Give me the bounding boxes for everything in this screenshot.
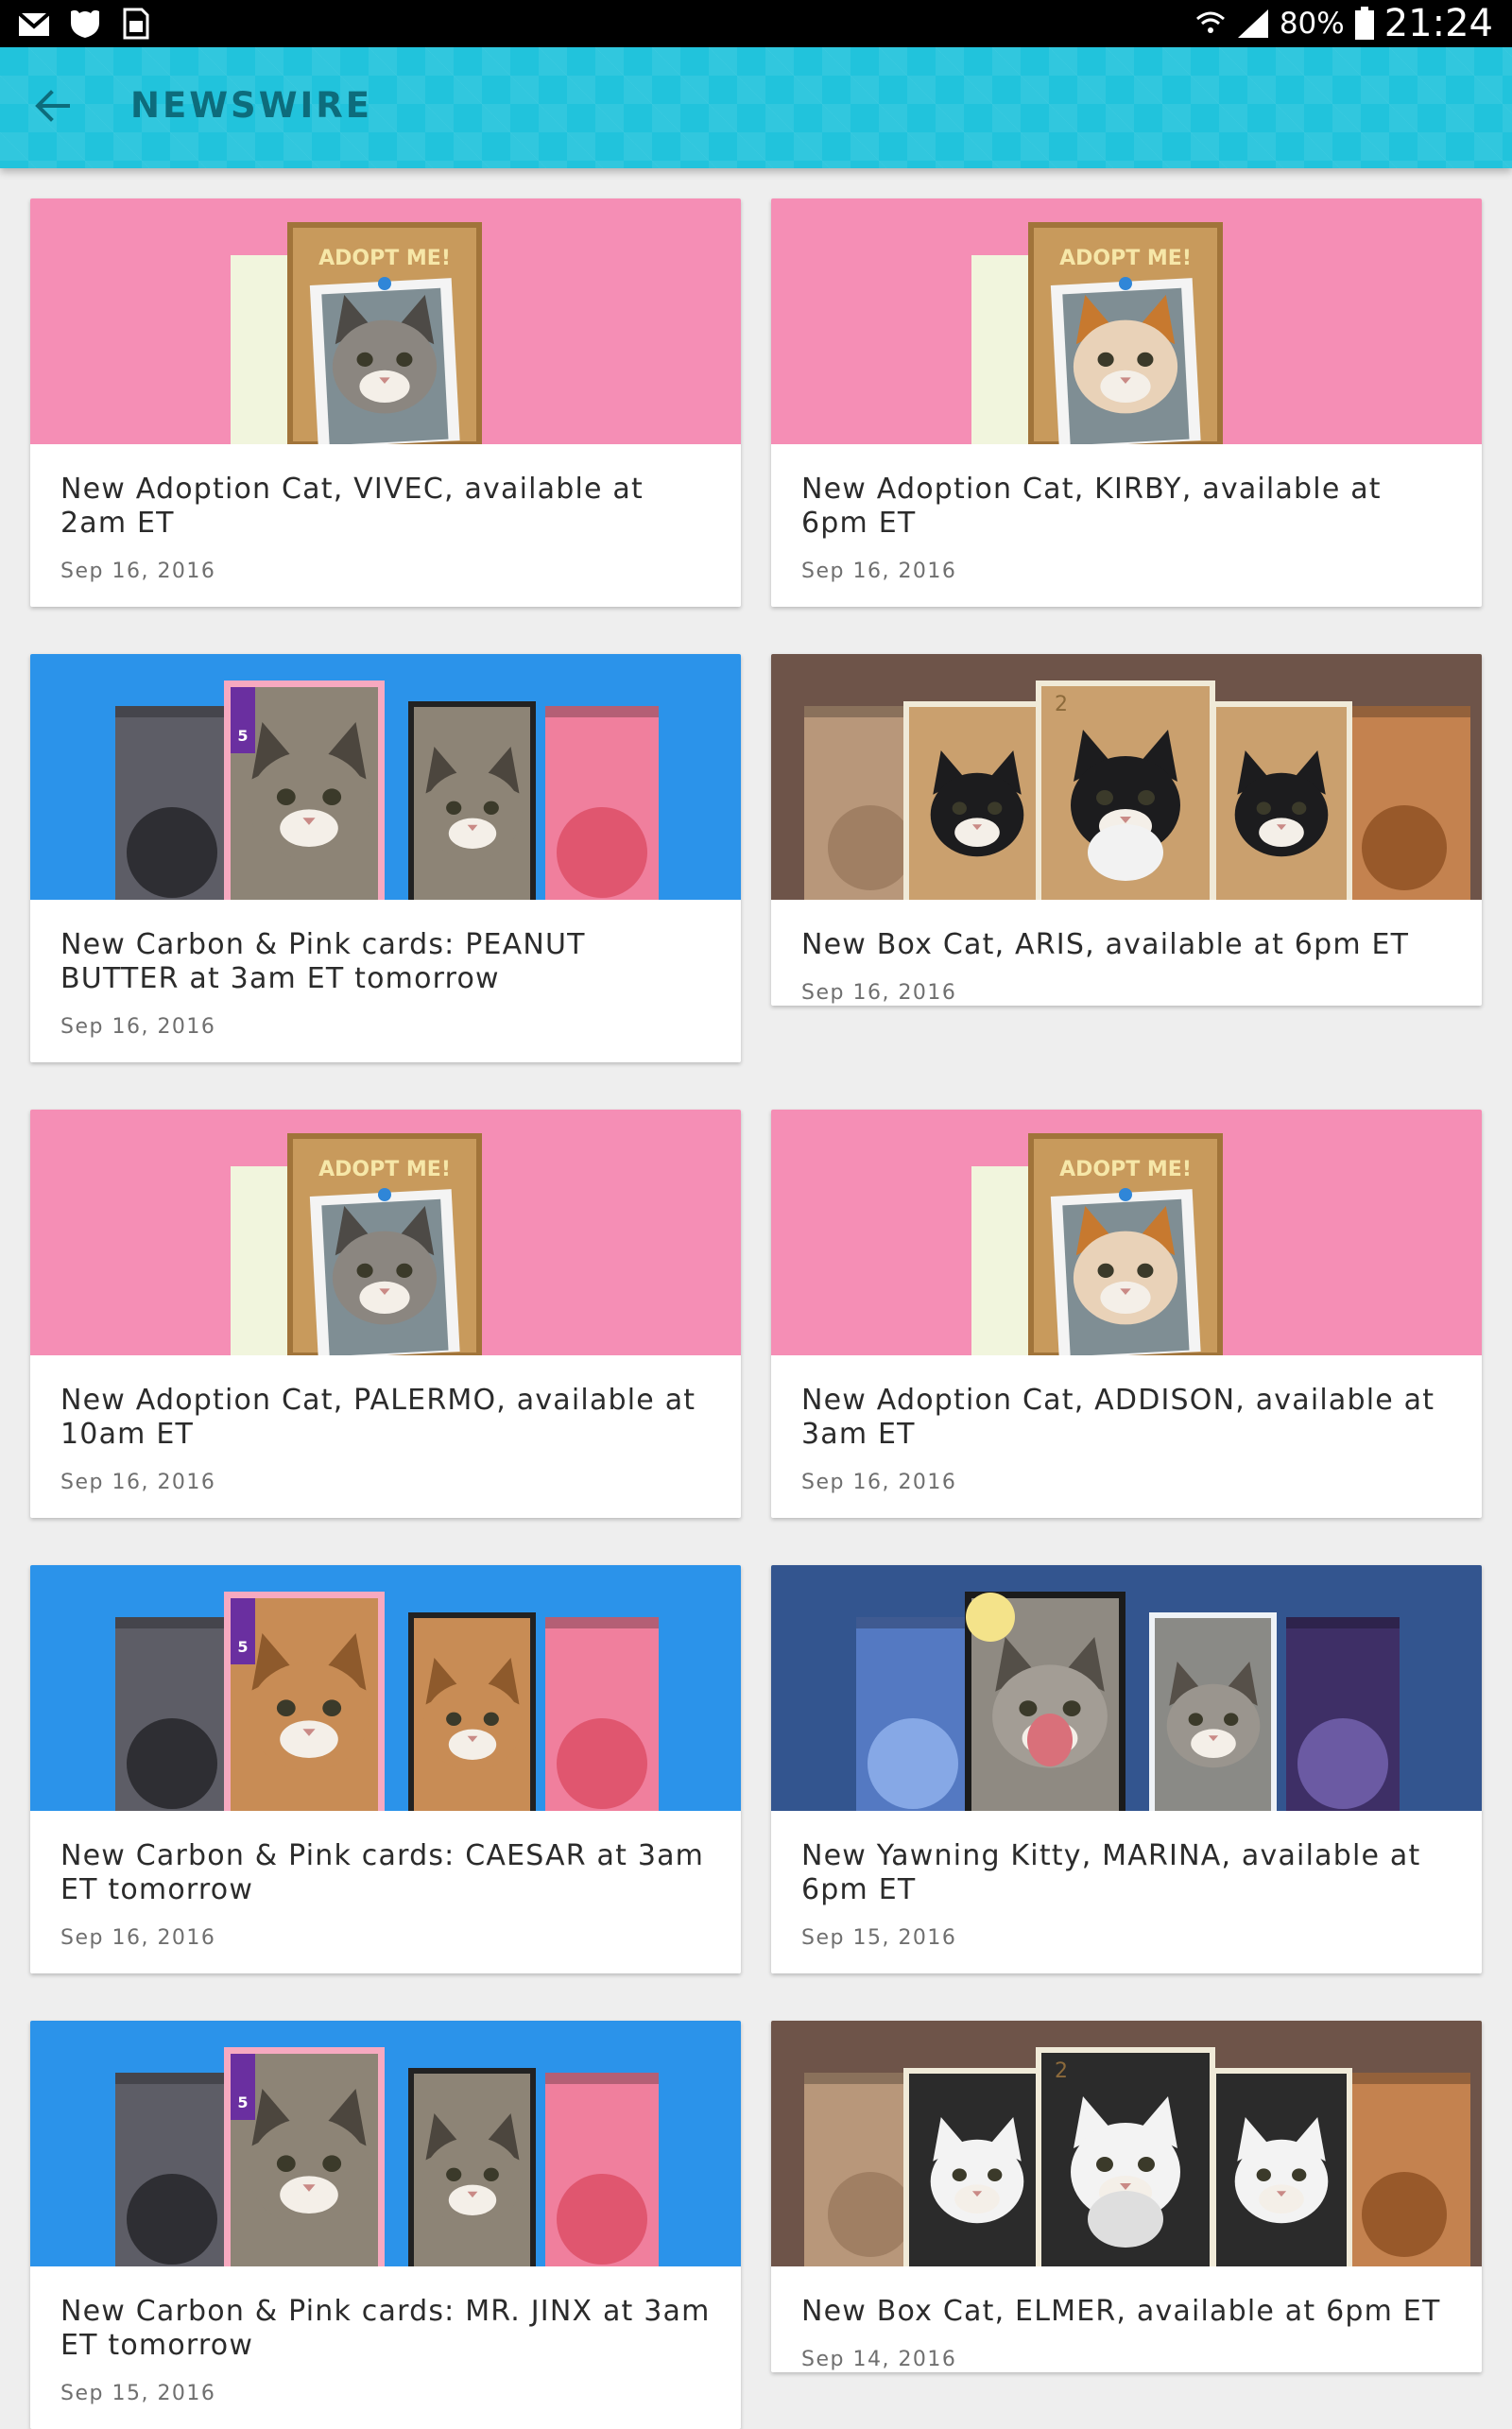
news-card-9[interactable]: 5 New Carbon & Pink cards: MR. JINX at 3… — [30, 2021, 741, 2429]
news-card-image: 5 — [30, 654, 741, 900]
news-card-10[interactable]: 2 New Box Cat, ELMER, available at 6pm E… — [771, 2021, 1482, 2372]
news-card-date: Sep 16, 2016 — [60, 1015, 216, 1039]
yawning-banner-art — [771, 1565, 1482, 1811]
wifi-icon — [1195, 11, 1225, 33]
adoption-banner-art: ADOPT ME! — [30, 1110, 741, 1355]
news-card-image: 2 — [771, 654, 1482, 900]
news-card-date: Sep 16, 2016 — [801, 560, 957, 583]
adopt-me-sign: ADOPT ME! — [1059, 247, 1192, 270]
news-card-title: New Box Cat, ARIS, available at 6pm ET — [801, 928, 1410, 961]
news-card-title: New Adoption Cat, VIVEC, available at 2a… — [60, 473, 644, 540]
shield-icon — [71, 9, 99, 38]
adoption-banner-art: ADOPT ME! — [771, 198, 1482, 444]
news-card-3[interactable]: 5 New Carbon & Pink cards: PEANUT BUTTER… — [30, 654, 741, 1062]
volume-badge: 5 — [237, 727, 248, 745]
battery-icon — [1354, 7, 1374, 40]
carbon-pink-banner-art: 5 — [30, 654, 741, 900]
news-card-image: ADOPT ME! — [771, 198, 1482, 444]
news-card-8[interactable]: New Yawning Kitty, MARINA, available at … — [771, 1565, 1482, 1973]
news-card-image: 5 — [30, 1565, 741, 1811]
page-title: NEWSWIRE — [130, 85, 373, 126]
news-card-title: New Adoption Cat, PALERMO, available at … — [60, 1384, 696, 1451]
news-card-5[interactable]: ADOPT ME! New Adoption Cat, PALERMO, ava… — [30, 1110, 741, 1518]
box-cat-banner-art: 2 — [771, 2021, 1482, 2266]
news-card-2[interactable]: ADOPT ME! New Adoption Cat, KIRBY, avail… — [771, 198, 1482, 607]
news-card-title: New Adoption Cat, ADDISON, available at … — [801, 1384, 1435, 1451]
back-arrow-icon[interactable] — [26, 79, 79, 132]
news-card-date: Sep 16, 2016 — [801, 1471, 957, 1494]
news-card-date: Sep 16, 2016 — [60, 1926, 216, 1950]
status-indicators: 80% 21:24 — [1194, 2, 1493, 45]
sim-card-icon — [123, 8, 149, 40]
clock: 21:24 — [1383, 2, 1493, 45]
news-card-image: ADOPT ME! — [30, 198, 741, 444]
news-card-date: Sep 14, 2016 — [801, 2348, 957, 2371]
adopt-me-sign: ADOPT ME! — [318, 1158, 451, 1181]
volume-badge: 5 — [237, 1638, 248, 1656]
news-card-date: Sep 16, 2016 — [60, 560, 216, 583]
battery-percent: 80% — [1279, 7, 1345, 41]
news-card-date: Sep 16, 2016 — [60, 1471, 216, 1494]
news-card-date: Sep 16, 2016 — [801, 981, 957, 1005]
news-card-title: New Carbon & Pink cards: PEANUT BUTTER a… — [60, 928, 586, 995]
news-card-4[interactable]: 2 New Box Cat, ARIS, available at 6pm ET… — [771, 654, 1482, 1006]
app-bar: NEWSWIRE — [0, 47, 1512, 168]
notification-icons — [17, 8, 153, 40]
news-card-title: New Carbon & Pink cards: MR. JINX at 3am… — [60, 2295, 711, 2362]
news-card-6[interactable]: ADOPT ME! New Adoption Cat, ADDISON, ava… — [771, 1110, 1482, 1518]
news-list: ADOPT ME! New Adoption Cat, VIVEC, avail… — [0, 168, 1512, 2429]
signal-icon — [1237, 9, 1268, 38]
news-card-title: New Carbon & Pink cards: CAESAR at 3am E… — [60, 1839, 705, 1906]
carbon-pink-banner-art: 5 — [30, 2021, 741, 2266]
adopt-me-sign: ADOPT ME! — [1059, 1158, 1192, 1181]
carbon-pink-banner-art: 5 — [30, 1565, 741, 1811]
news-card-image: 5 — [30, 2021, 741, 2266]
adopt-me-sign: ADOPT ME! — [318, 247, 451, 270]
news-card-image: 2 — [771, 2021, 1482, 2266]
adoption-banner-art: ADOPT ME! — [771, 1110, 1482, 1355]
news-card-image — [771, 1565, 1482, 1811]
news-card-title: New Box Cat, ELMER, available at 6pm ET — [801, 2295, 1441, 2328]
volume-badge: 2 — [1055, 693, 1068, 716]
volume-badge: 5 — [237, 2093, 248, 2111]
volume-badge: 2 — [1055, 2059, 1068, 2083]
news-card-title: New Yawning Kitty, MARINA, available at … — [801, 1839, 1421, 1906]
adoption-banner-art: ADOPT ME! — [30, 198, 741, 444]
box-cat-banner-art: 2 — [771, 654, 1482, 900]
news-card-date: Sep 15, 2016 — [801, 1926, 957, 1950]
news-card-7[interactable]: 5 New Carbon & Pink cards: CAESAR at 3am… — [30, 1565, 741, 1973]
status-bar: 80% 21:24 — [0, 0, 1512, 47]
news-card-image: ADOPT ME! — [30, 1110, 741, 1355]
news-card-date: Sep 15, 2016 — [60, 2382, 216, 2405]
news-card-title: New Adoption Cat, KIRBY, available at 6p… — [801, 473, 1382, 540]
gmail-icon — [17, 11, 51, 36]
news-card-1[interactable]: ADOPT ME! New Adoption Cat, VIVEC, avail… — [30, 198, 741, 607]
news-card-image: ADOPT ME! — [771, 1110, 1482, 1355]
